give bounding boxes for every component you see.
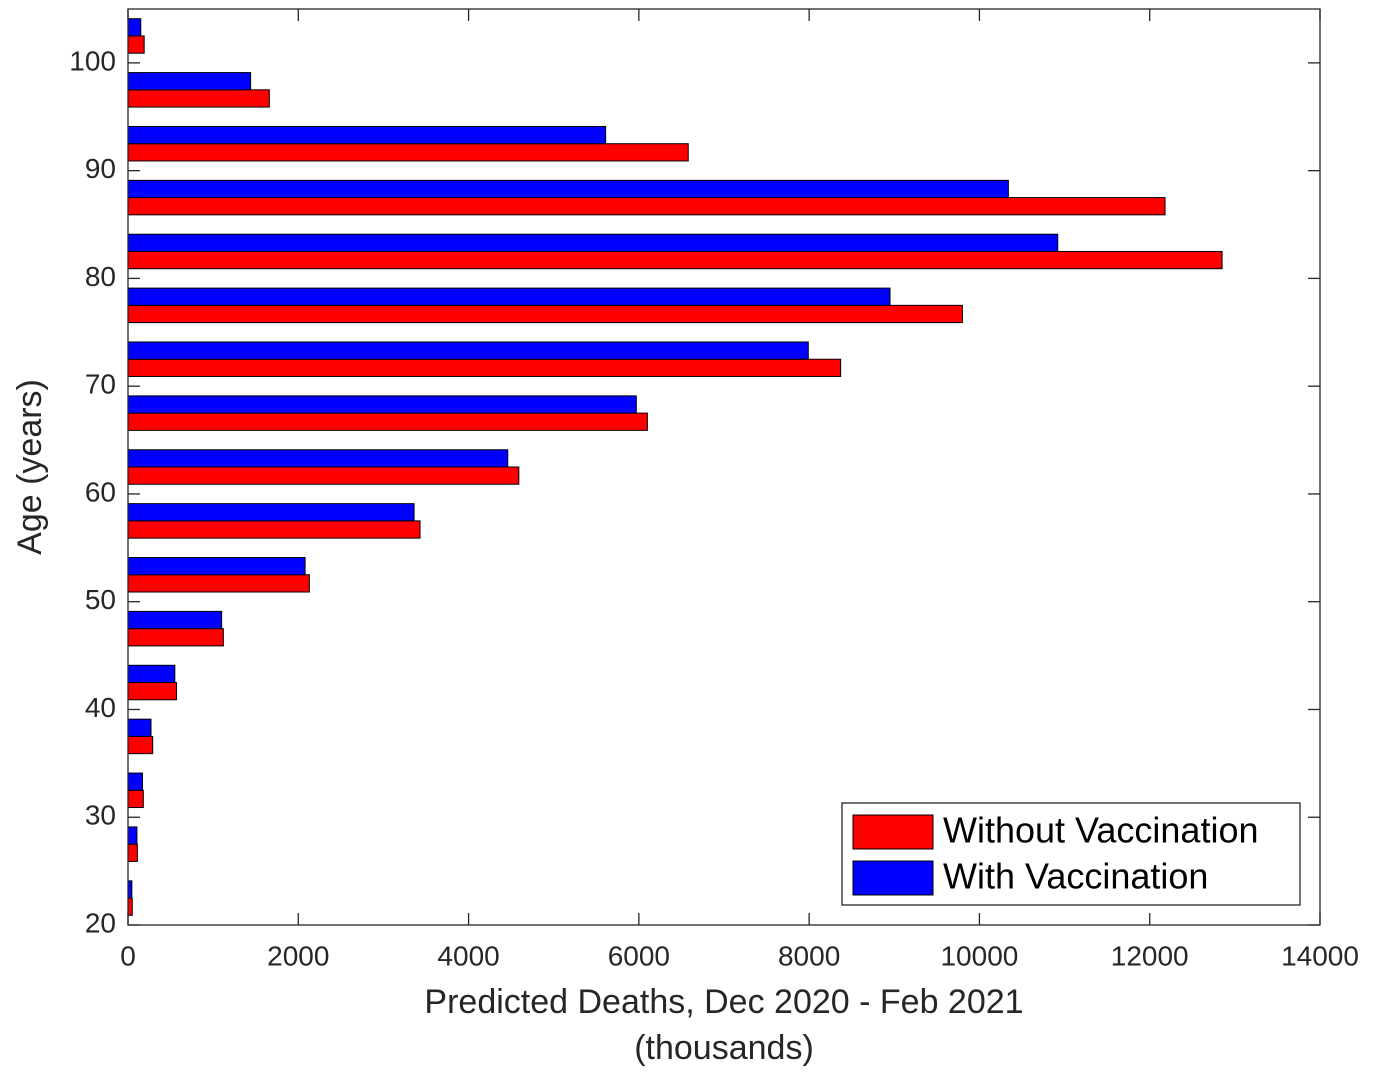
bar	[127, 233, 1059, 252]
x-tick-label: 8000	[778, 940, 840, 971]
legend-label: Without Vaccination	[943, 810, 1259, 851]
y-tick-label: 40	[85, 692, 116, 723]
bar	[127, 395, 637, 414]
x-axis-label: Predicted Deaths, Dec 2020 - Feb 2021	[424, 983, 1023, 1021]
y-tick-label: 20	[85, 907, 116, 938]
y-tick-label: 100	[69, 45, 116, 76]
bar	[127, 35, 145, 54]
bar	[127, 358, 842, 377]
bar	[127, 341, 809, 360]
legend: Without Vaccination With Vaccination	[841, 802, 1301, 906]
bar	[127, 718, 152, 737]
bar	[127, 287, 891, 306]
bar	[127, 826, 138, 845]
bar	[127, 250, 1223, 270]
y-tick-label: 30	[85, 800, 116, 831]
x-tick-label: 14000	[1281, 940, 1359, 971]
bar	[127, 18, 142, 37]
y-tick-label: 60	[85, 476, 116, 507]
bar	[127, 520, 421, 539]
plot-frame	[127, 8, 1321, 926]
x-tick-label: 2000	[267, 940, 329, 971]
bar	[127, 125, 607, 145]
bar	[127, 72, 252, 91]
bar	[127, 735, 154, 755]
x-tick-label: 4000	[437, 940, 499, 971]
bar	[127, 557, 306, 576]
bar	[127, 449, 509, 468]
bar	[127, 179, 1009, 199]
bar	[127, 664, 176, 684]
y-axis-label: Age (years)	[11, 379, 49, 555]
x-tick-label: 0	[120, 940, 136, 971]
bar	[127, 143, 689, 162]
x-tick-label: 6000	[608, 940, 670, 971]
bar	[127, 503, 415, 522]
bar	[127, 89, 270, 108]
bar	[127, 772, 143, 791]
legend-swatch	[852, 814, 934, 850]
bar	[127, 789, 144, 809]
x-tick-label: 12000	[1111, 940, 1189, 971]
bar	[127, 682, 178, 701]
bar	[127, 628, 224, 647]
x-tick-label: 10000	[940, 940, 1018, 971]
bar	[127, 304, 963, 324]
bar	[127, 610, 223, 630]
y-tick-label: 90	[85, 153, 116, 184]
bar	[127, 574, 310, 593]
bar	[127, 197, 1166, 216]
bar	[127, 466, 520, 485]
y-tick-label: 70	[85, 369, 116, 400]
bar	[127, 843, 138, 862]
legend-label: With Vaccination	[943, 856, 1208, 897]
y-tick-label: 80	[85, 261, 116, 292]
bar	[127, 412, 648, 431]
legend-swatch	[852, 860, 934, 896]
y-tick-label: 50	[85, 584, 116, 615]
x-axis-label: (thousands)	[634, 1029, 814, 1067]
